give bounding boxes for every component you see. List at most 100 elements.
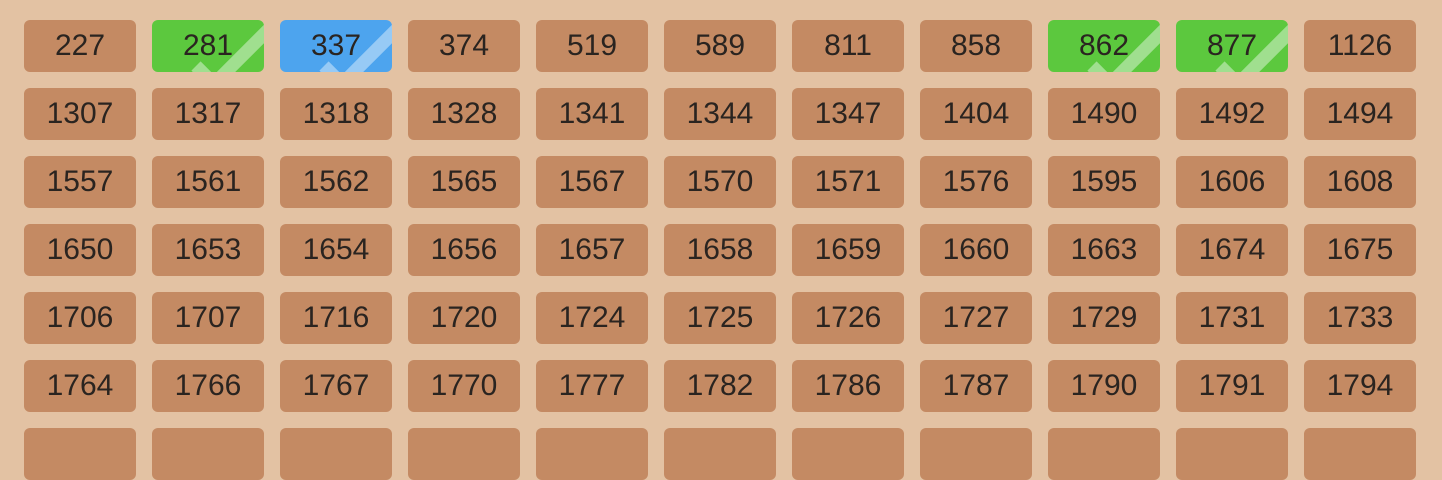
tile-number: 1567 — [558, 165, 626, 198]
number-tile[interactable]: 1347 — [792, 88, 904, 140]
number-tile[interactable]: 1675 — [1304, 224, 1416, 276]
tile-number: 1777 — [558, 369, 626, 402]
tile-number: 1724 — [558, 301, 626, 334]
number-tile[interactable]: 374 — [408, 20, 520, 72]
number-tile[interactable]: 877 — [1176, 20, 1288, 72]
tile-number: 1790 — [1070, 369, 1138, 402]
number-tile[interactable]: 1724 — [536, 292, 648, 344]
number-tile[interactable]: 811 — [792, 20, 904, 72]
number-tile[interactable]: 1658 — [664, 224, 776, 276]
number-tile[interactable] — [792, 428, 904, 480]
number-tile[interactable]: 589 — [664, 20, 776, 72]
number-tile[interactable]: 1716 — [280, 292, 392, 344]
number-tile[interactable]: 1606 — [1176, 156, 1288, 208]
number-tile[interactable]: 1706 — [24, 292, 136, 344]
number-tile[interactable]: 1650 — [24, 224, 136, 276]
number-tile[interactable]: 1674 — [1176, 224, 1288, 276]
number-tile[interactable] — [1176, 428, 1288, 480]
number-tile[interactable]: 1725 — [664, 292, 776, 344]
tile-number: 1791 — [1198, 369, 1266, 402]
tile-number: 337 — [310, 29, 362, 62]
tile-number: 1656 — [430, 233, 498, 266]
number-tile[interactable]: 1653 — [152, 224, 264, 276]
number-tile[interactable]: 1782 — [664, 360, 776, 412]
number-tile[interactable]: 1557 — [24, 156, 136, 208]
number-tile[interactable]: 1126 — [1304, 20, 1416, 72]
number-tile[interactable] — [280, 428, 392, 480]
number-tile[interactable]: 1660 — [920, 224, 1032, 276]
number-tile[interactable]: 1663 — [1048, 224, 1160, 276]
tile-number: 1565 — [430, 165, 498, 198]
number-tile[interactable]: 1562 — [280, 156, 392, 208]
number-tile[interactable]: 1659 — [792, 224, 904, 276]
number-tile[interactable]: 1720 — [408, 292, 520, 344]
number-tile[interactable]: 1318 — [280, 88, 392, 140]
number-tile[interactable]: 1777 — [536, 360, 648, 412]
number-tile[interactable]: 1567 — [536, 156, 648, 208]
number-tile[interactable]: 1654 — [280, 224, 392, 276]
number-tile[interactable]: 1571 — [792, 156, 904, 208]
number-tile[interactable]: 1317 — [152, 88, 264, 140]
number-tile[interactable]: 1570 — [664, 156, 776, 208]
number-tile[interactable]: 1490 — [1048, 88, 1160, 140]
tile-number: 1494 — [1326, 97, 1394, 130]
number-tile[interactable] — [1048, 428, 1160, 480]
number-tile[interactable]: 1608 — [1304, 156, 1416, 208]
number-tile[interactable]: 1576 — [920, 156, 1032, 208]
tile-number: 1726 — [814, 301, 882, 334]
tile-number: 1654 — [302, 233, 370, 266]
tile-number: 227 — [54, 29, 106, 62]
tile-number: 1653 — [174, 233, 242, 266]
number-tile[interactable]: 1731 — [1176, 292, 1288, 344]
tile-number: 1307 — [46, 97, 114, 130]
number-tile[interactable]: 1794 — [1304, 360, 1416, 412]
number-tile[interactable] — [24, 428, 136, 480]
number-tile[interactable]: 1707 — [152, 292, 264, 344]
number-tile[interactable] — [536, 428, 648, 480]
number-tile[interactable]: 1565 — [408, 156, 520, 208]
tile-number: 1595 — [1070, 165, 1138, 198]
number-tile[interactable]: 1328 — [408, 88, 520, 140]
number-tile[interactable]: 1341 — [536, 88, 648, 140]
number-tile[interactable]: 1657 — [536, 224, 648, 276]
tile-number: 1657 — [558, 233, 626, 266]
number-tile[interactable]: 1766 — [152, 360, 264, 412]
number-tile[interactable]: 281 — [152, 20, 264, 72]
number-tile[interactable]: 1595 — [1048, 156, 1160, 208]
number-tile[interactable]: 227 — [24, 20, 136, 72]
number-tile[interactable]: 1726 — [792, 292, 904, 344]
number-tile[interactable] — [664, 428, 776, 480]
number-tile[interactable] — [920, 428, 1032, 480]
number-tile[interactable]: 858 — [920, 20, 1032, 72]
number-tile[interactable]: 1656 — [408, 224, 520, 276]
number-tile[interactable]: 1494 — [1304, 88, 1416, 140]
tile-number: 1706 — [46, 301, 114, 334]
number-tile[interactable]: 1787 — [920, 360, 1032, 412]
number-tile[interactable] — [408, 428, 520, 480]
number-tile[interactable]: 1344 — [664, 88, 776, 140]
number-tile[interactable]: 1786 — [792, 360, 904, 412]
number-tile[interactable]: 1404 — [920, 88, 1032, 140]
number-tile[interactable]: 1492 — [1176, 88, 1288, 140]
number-tile[interactable]: 1727 — [920, 292, 1032, 344]
number-tile[interactable]: 1764 — [24, 360, 136, 412]
tile-number: 1767 — [302, 369, 370, 402]
number-tile[interactable]: 1307 — [24, 88, 136, 140]
number-tile[interactable]: 1770 — [408, 360, 520, 412]
number-tile[interactable]: 337 — [280, 20, 392, 72]
number-grid: 227 281 337 374 519 589 811 858 862 877 1126 1307 13… — [24, 20, 1416, 480]
number-tile[interactable]: 1791 — [1176, 360, 1288, 412]
tile-number: 1725 — [686, 301, 754, 334]
number-tile[interactable]: 1790 — [1048, 360, 1160, 412]
number-tile[interactable]: 862 — [1048, 20, 1160, 72]
number-tile[interactable]: 1767 — [280, 360, 392, 412]
number-tile[interactable] — [1304, 428, 1416, 480]
tile-number: 1764 — [46, 369, 114, 402]
number-tile[interactable]: 1733 — [1304, 292, 1416, 344]
number-tile[interactable]: 1729 — [1048, 292, 1160, 344]
tile-number: 1727 — [942, 301, 1010, 334]
number-tile[interactable] — [152, 428, 264, 480]
number-tile[interactable]: 1561 — [152, 156, 264, 208]
number-tile[interactable]: 519 — [536, 20, 648, 72]
tile-number: 1341 — [558, 97, 626, 130]
